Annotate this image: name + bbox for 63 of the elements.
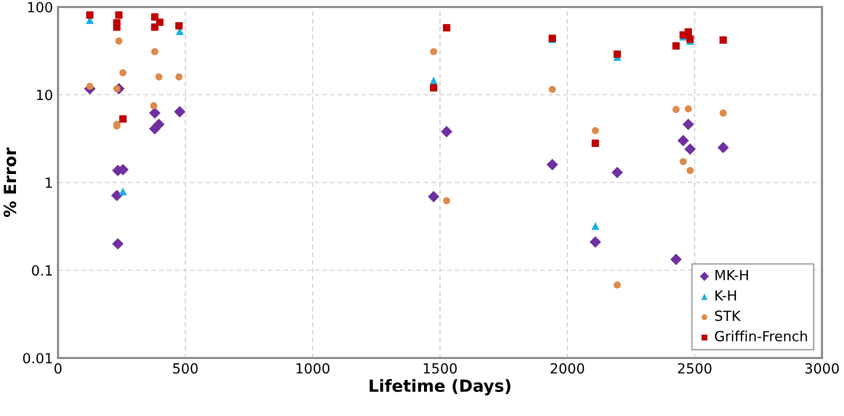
point: [175, 22, 183, 30]
point: [86, 82, 94, 90]
point: [111, 190, 123, 202]
point: [684, 28, 692, 36]
legend-label: Griffin-French: [714, 330, 807, 342]
point: [670, 254, 682, 266]
legend-label: K-H: [716, 290, 736, 300]
y-tick-label: 10: [36, 90, 52, 100]
point: [612, 166, 623, 178]
point: [592, 140, 600, 147]
x-tick-label: 1500: [424, 363, 457, 374]
point: [592, 127, 599, 134]
point: [548, 86, 556, 93]
point: [590, 236, 602, 248]
point: [684, 143, 696, 155]
legend-label: STK: [715, 310, 741, 322]
y-tick-label: 0.1: [32, 265, 52, 276]
point: [174, 106, 186, 118]
point: [720, 109, 727, 117]
point: [717, 142, 729, 154]
point: [614, 281, 621, 288]
point: [614, 50, 621, 58]
x-axis-title: Lifetime (Days): [370, 379, 510, 396]
point: [151, 48, 158, 56]
legend-label: MK-H: [716, 270, 748, 280]
point: [153, 118, 165, 130]
point: [686, 166, 694, 174]
point: [442, 24, 450, 32]
point: [680, 158, 687, 166]
x-tick-label: 2000: [550, 363, 584, 374]
point: [682, 118, 694, 130]
point: [672, 106, 680, 113]
point: [440, 126, 452, 138]
point: [430, 84, 438, 92]
point: [151, 23, 158, 31]
point: [149, 107, 160, 119]
x-tick-label: 1000: [296, 363, 330, 374]
point: [684, 105, 692, 112]
y-tick-label: 0.01: [23, 352, 52, 364]
point: [430, 48, 438, 56]
point: [86, 11, 94, 19]
x-tick-label: 2500: [678, 363, 712, 374]
point: [443, 197, 450, 204]
y-axis-title: % Error: [4, 148, 16, 217]
point: [175, 73, 183, 80]
point: [155, 73, 162, 80]
point: [546, 158, 558, 170]
point: [591, 222, 600, 230]
x-tick-label: 500: [173, 363, 198, 374]
point: [119, 115, 127, 123]
x-tick-label: 3000: [805, 363, 839, 374]
point: [119, 188, 127, 196]
y-tick-label: 1: [46, 178, 52, 188]
point: [150, 102, 158, 110]
point: [677, 134, 689, 146]
point: [113, 23, 121, 31]
y-tick-label: 100: [28, 2, 52, 12]
point: [112, 238, 124, 250]
point: [119, 69, 126, 76]
x-tick-label: 0: [54, 363, 62, 374]
point: [428, 190, 440, 202]
point: [115, 11, 123, 19]
point: [115, 37, 122, 45]
